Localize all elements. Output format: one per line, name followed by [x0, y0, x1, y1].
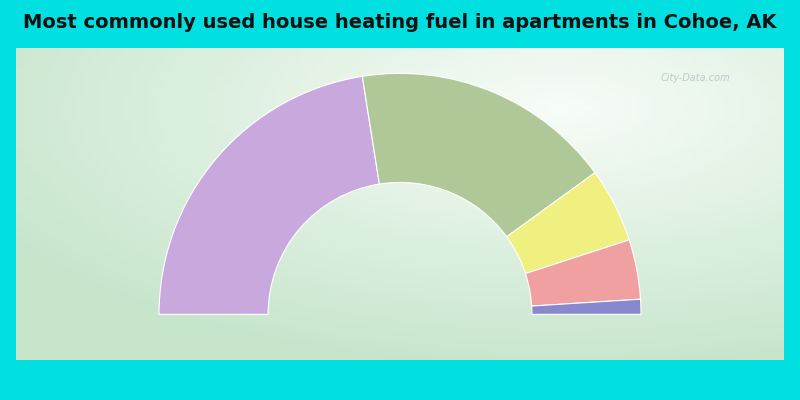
Wedge shape: [526, 240, 641, 306]
Wedge shape: [362, 73, 595, 237]
Wedge shape: [159, 76, 379, 314]
Text: Most commonly used house heating fuel in apartments in Cohoe, AK: Most commonly used house heating fuel in…: [23, 12, 777, 32]
Text: City-Data.com: City-Data.com: [660, 73, 730, 83]
Wedge shape: [532, 299, 641, 314]
Wedge shape: [506, 173, 629, 274]
